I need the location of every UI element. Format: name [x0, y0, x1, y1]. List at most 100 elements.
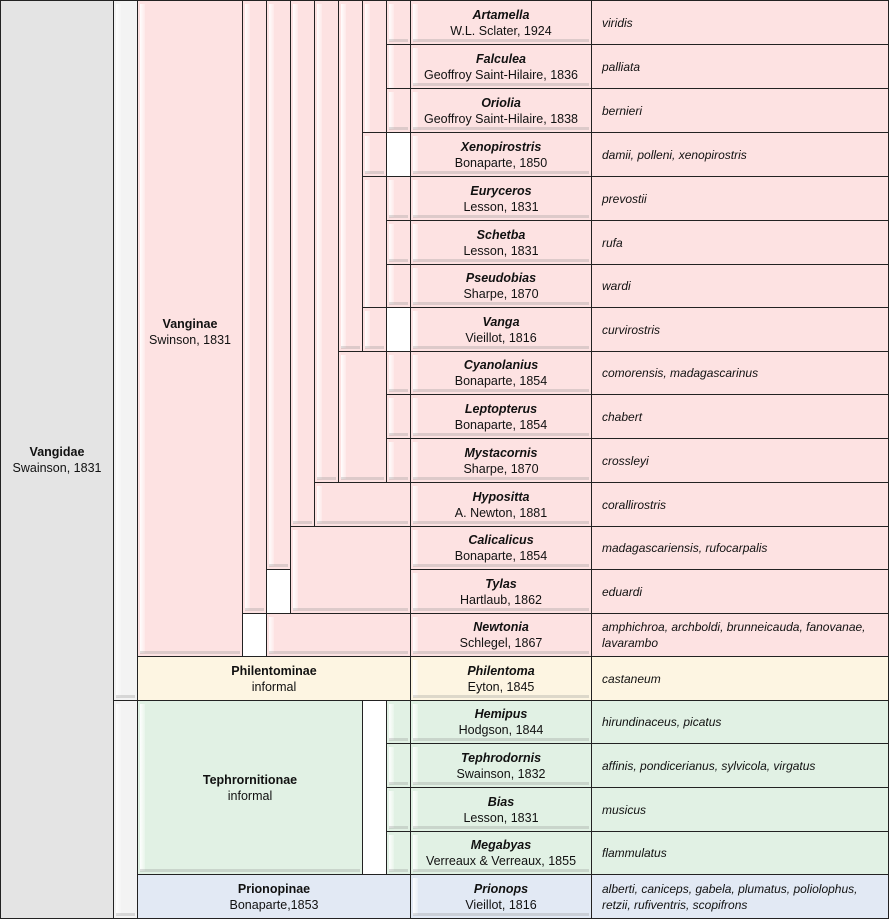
genus-cell: Tephrodornis Swainson, 1832	[410, 743, 592, 788]
species-cell: chabert	[591, 394, 889, 439]
genus-authority: Bonaparte, 1854	[454, 549, 548, 563]
species-cell: damii, polleni, xenopirostris	[591, 132, 889, 177]
clade-bracket	[386, 700, 411, 744]
genus-name: Leptopterus	[464, 401, 538, 416]
subfamily-prionopinae: Prionopinae Bonaparte,1853	[137, 874, 411, 919]
genus-authority: Vieillot, 1816	[465, 330, 537, 345]
species-list: madagascariensis, rufocarpalis	[602, 541, 768, 555]
genus-name: Hypositta	[472, 489, 530, 504]
genus-authority: Swainson, 1832	[456, 766, 546, 781]
family-name: Vangidae	[29, 444, 85, 459]
species-cell: rufa	[591, 220, 889, 265]
clade-bracket	[242, 0, 267, 614]
genus-authority: Schlegel, 1867	[459, 636, 543, 650]
genus-name: Calicalicus	[468, 533, 534, 547]
clade-bracket	[386, 394, 411, 439]
family-authority: Swainson, 1831	[12, 460, 102, 475]
species-list: corallirostris	[602, 497, 667, 512]
species-list: bernieri	[602, 103, 643, 118]
clade-bracket	[362, 307, 387, 352]
genus-authority: Lesson, 1831	[463, 243, 539, 258]
genus-name: Hemipus	[474, 707, 528, 721]
genus-authority: Sharpe, 1870	[463, 461, 539, 476]
genus-authority: Geoffroy Saint-Hilaire, 1836	[423, 67, 579, 82]
clade-bracket	[386, 743, 411, 788]
species-cell: hirundinaceus, picatus	[591, 700, 889, 744]
genus-authority: Verreaux & Verreaux, 1855	[425, 854, 577, 868]
genus-cell: Cyanolanius Bonaparte, 1854	[410, 351, 592, 395]
genus-name: Pseudobias	[465, 271, 537, 285]
subfamily-tephrornitionae: Tephrornitionae informal	[137, 700, 363, 875]
genus-authority: Hodgson, 1844	[458, 723, 544, 737]
genus-name: Schetba	[476, 227, 526, 242]
subfamily-name: Prionopinae	[237, 881, 311, 896]
clade-bracket	[386, 220, 411, 265]
species-list: alberti, caniceps, gabela, plumatus, pol…	[602, 881, 858, 912]
genus-cell: Calicalicus Bonaparte, 1854	[410, 526, 592, 570]
genus-name: Megabyas	[470, 838, 532, 852]
family-cell: Vangidae Swainson, 1831	[0, 0, 114, 919]
species-cell: bernieri	[591, 88, 889, 133]
species-cell: wardi	[591, 264, 889, 308]
genus-cell: Megabyas Verreaux & Verreaux, 1855	[410, 831, 592, 875]
species-list: castaneum	[602, 671, 661, 686]
species-list: comorensis, madagascarinus	[602, 366, 759, 380]
genus-authority: Bonaparte, 1850	[454, 155, 548, 170]
genus-name: Tylas	[485, 576, 517, 591]
species-cell: eduardi	[591, 569, 889, 614]
genus-name: Bias	[487, 794, 515, 809]
genus-name: Tephrodornis	[460, 750, 542, 765]
species-list: affinis, pondicerianus, sylvicola, virga…	[602, 758, 816, 773]
genus-cell: Vanga Vieillot, 1816	[410, 307, 592, 352]
genus-name: Vanga	[482, 314, 520, 329]
genus-cell: Tylas Hartlaub, 1862	[410, 569, 592, 614]
species-list: flammulatus	[602, 846, 667, 860]
species-cell: castaneum	[591, 656, 889, 701]
genus-cell: Xenopirostris Bonaparte, 1850	[410, 132, 592, 177]
genus-cell: Schetba Lesson, 1831	[410, 220, 592, 265]
clade-bracket	[314, 482, 411, 527]
species-list: viridis	[602, 15, 633, 30]
genus-name: Cyanolanius	[463, 358, 539, 372]
genus-name: Oriolia	[481, 95, 521, 110]
genus-cell: Mystacornis Sharpe, 1870	[410, 438, 592, 483]
species-cell: crossleyi	[591, 438, 889, 483]
genus-name: Prionops	[473, 881, 529, 896]
genus-authority: W.L. Sclater, 1924	[450, 23, 552, 38]
species-list: crossleyi	[602, 453, 649, 468]
clade-bracket	[290, 526, 411, 614]
subfamily-authority: Swinson, 1831	[148, 333, 231, 347]
species-list: eduardi	[602, 584, 643, 599]
clade-bracket	[314, 0, 339, 483]
clade-bracket	[290, 0, 315, 527]
genus-authority: Geoffroy Saint-Hilaire, 1838	[423, 111, 579, 126]
species-cell: curvirostris	[591, 307, 889, 352]
subfamily-authority: Bonaparte,1853	[229, 897, 319, 912]
clade-bracket	[113, 0, 138, 701]
subfamily-vanginae: Vanginae Swinson, 1831	[137, 0, 243, 657]
species-cell: prevostii	[591, 176, 889, 221]
species-list: musicus	[602, 802, 647, 817]
species-list: rufa	[602, 235, 623, 250]
species-list: palliata	[602, 59, 641, 74]
genus-cell: Artamella W.L. Sclater, 1924	[410, 0, 592, 45]
clade-bracket	[266, 0, 291, 570]
genus-authority: Hartlaub, 1862	[459, 592, 542, 607]
genus-cell: Euryceros Lesson, 1831	[410, 176, 592, 221]
species-cell: affinis, pondicerianus, sylvicola, virga…	[591, 743, 889, 788]
genus-authority: Lesson, 1831	[463, 810, 539, 825]
genus-authority: Bonaparte, 1854	[454, 417, 548, 432]
clade-bracket	[386, 787, 411, 832]
clade-bracket	[113, 700, 138, 919]
species-list: curvirostris	[602, 322, 661, 337]
genus-name: Falculea	[475, 51, 527, 66]
species-list: amphichroa, archboldi, brunneicauda, fan…	[602, 620, 866, 650]
clade-bracket	[266, 613, 411, 657]
clade-bracket	[386, 88, 411, 133]
genus-authority: A. Newton, 1881	[454, 505, 548, 520]
subfamily-name: Philentominae	[231, 663, 317, 678]
genus-cell: Philentoma Eyton, 1845	[410, 656, 592, 701]
genus-cell: Oriolia Geoffroy Saint-Hilaire, 1838	[410, 88, 592, 133]
subfamily-name: Tephrornitionae	[202, 772, 298, 787]
genus-name: Philentoma	[467, 663, 535, 678]
